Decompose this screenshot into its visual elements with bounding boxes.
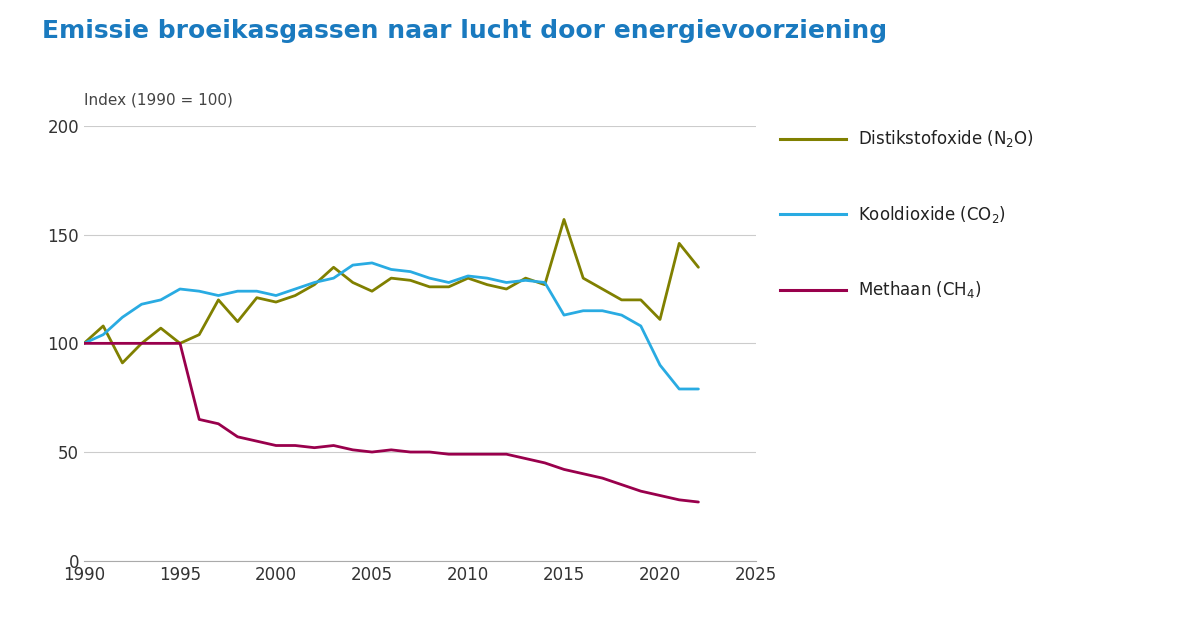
Text: Methaan (CH$_4$): Methaan (CH$_4$)	[858, 279, 982, 301]
Text: Index (1990 = 100): Index (1990 = 100)	[84, 92, 233, 107]
Text: Distikstofoxide (N$_2$O): Distikstofoxide (N$_2$O)	[858, 128, 1034, 149]
Text: Emissie broeikasgassen naar lucht door energievoorziening: Emissie broeikasgassen naar lucht door e…	[42, 19, 887, 43]
Text: Kooldioxide (CO$_2$): Kooldioxide (CO$_2$)	[858, 203, 1006, 225]
